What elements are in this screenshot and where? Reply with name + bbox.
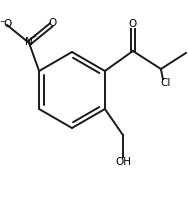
Text: $^-$: $^-$ xyxy=(0,17,6,27)
Text: O: O xyxy=(129,19,137,29)
Text: Cl: Cl xyxy=(161,78,171,88)
Text: $^+$: $^+$ xyxy=(30,33,38,43)
Text: O: O xyxy=(3,19,11,29)
Text: OH: OH xyxy=(115,157,131,167)
Text: O: O xyxy=(48,18,56,28)
Text: N: N xyxy=(25,37,33,47)
